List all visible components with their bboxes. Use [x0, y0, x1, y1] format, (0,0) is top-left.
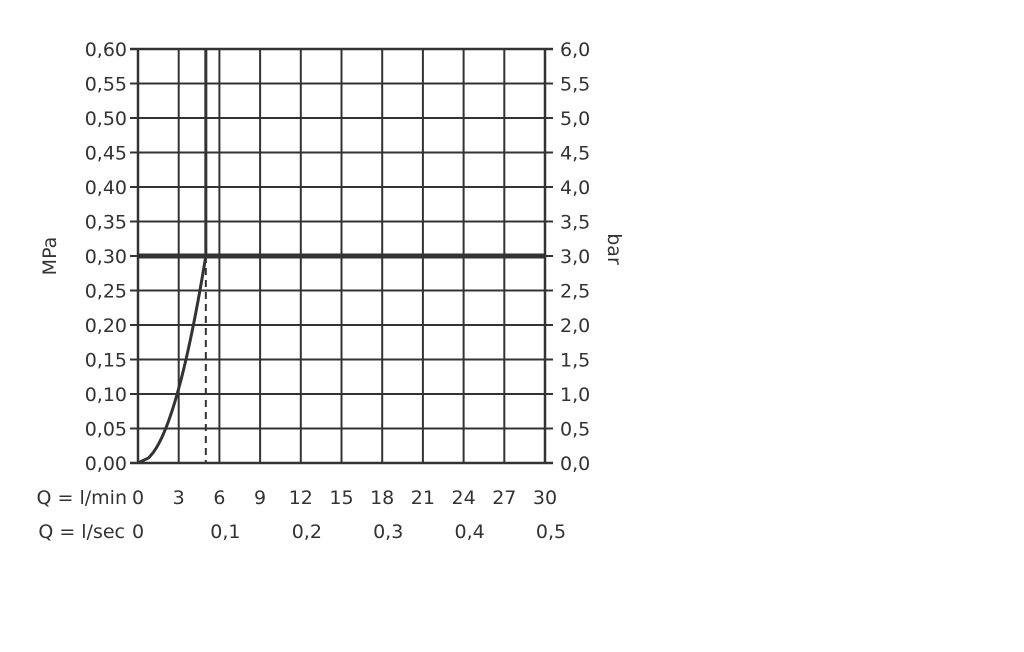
y-tick-label-left: 0,20	[85, 315, 127, 337]
y-tick-label-left: 0,00	[85, 453, 127, 475]
y-tick-label-right: 6,0	[560, 39, 590, 61]
x-axis-label-lmin: Q = l/min	[37, 487, 127, 509]
x-tick-label-lmin: 18	[370, 487, 394, 509]
y-tick-label-left: 0,25	[85, 281, 127, 303]
x-tick-label-lmin: 24	[452, 487, 476, 509]
y-tick-label-right: 0,5	[560, 419, 590, 441]
y-tick-label-right: 4,0	[560, 177, 590, 199]
y-tick-label-right: 3,5	[560, 212, 590, 234]
x-tick-label-lmin: 0	[132, 487, 144, 509]
x-tick-label-lmin: 21	[411, 487, 435, 509]
y-tick-label-left: 0,15	[85, 350, 127, 372]
y-tick-label-right: 5,0	[560, 108, 590, 130]
y-tick-label-left: 0,40	[85, 177, 127, 199]
x-tick-label-lmin: 15	[329, 487, 353, 509]
x-tick-label-lsec: 0,1	[210, 521, 240, 543]
x-tick-label-lmin: 3	[173, 487, 185, 509]
y-tick-label-left: 0,45	[85, 143, 127, 165]
x-tick-label-lsec: 0,2	[292, 521, 322, 543]
y-axis-label-right: bar	[603, 233, 625, 265]
series-line	[137, 49, 208, 465]
y-tick-label-left: 0,55	[85, 74, 127, 96]
x-tick-label-lmin: 30	[533, 487, 557, 509]
x-tick-label-lmin: 12	[289, 487, 313, 509]
y-axis-label-left: MPa	[39, 237, 61, 276]
y-tick-label-left: 0,30	[85, 246, 127, 268]
x-tick-label-lmin: 6	[213, 487, 225, 509]
y-tick-label-right: 3,0	[560, 246, 590, 268]
x-tick-label-lmin: 27	[492, 487, 516, 509]
y-tick-label-right: 1,0	[560, 384, 590, 406]
y-tick-label-right: 5,5	[560, 74, 590, 96]
y-tick-label-left: 0,05	[85, 419, 127, 441]
y-tick-label-right: 2,0	[560, 315, 590, 337]
y-tick-label-right: 2,5	[560, 281, 590, 303]
x-axis-label-lsec: Q = l/sec	[38, 521, 125, 543]
y-tick-label-right: 0,0	[560, 453, 590, 475]
x-tick-label-lsec: 0	[132, 521, 144, 543]
y-tick-label-right: 4,5	[560, 143, 590, 165]
y-tick-label-right: 1,5	[560, 350, 590, 372]
x-tick-label-lmin: 9	[254, 487, 266, 509]
y-tick-label-left: 0,35	[85, 212, 127, 234]
x-tick-label-lsec: 0,4	[454, 521, 484, 543]
y-tick-label-left: 0,50	[85, 108, 127, 130]
y-tick-label-left: 0,10	[85, 384, 127, 406]
x-tick-label-lsec: 0,5	[536, 521, 566, 543]
y-tick-label-left: 0,60	[85, 39, 127, 61]
x-tick-label-lsec: 0,3	[373, 521, 403, 543]
